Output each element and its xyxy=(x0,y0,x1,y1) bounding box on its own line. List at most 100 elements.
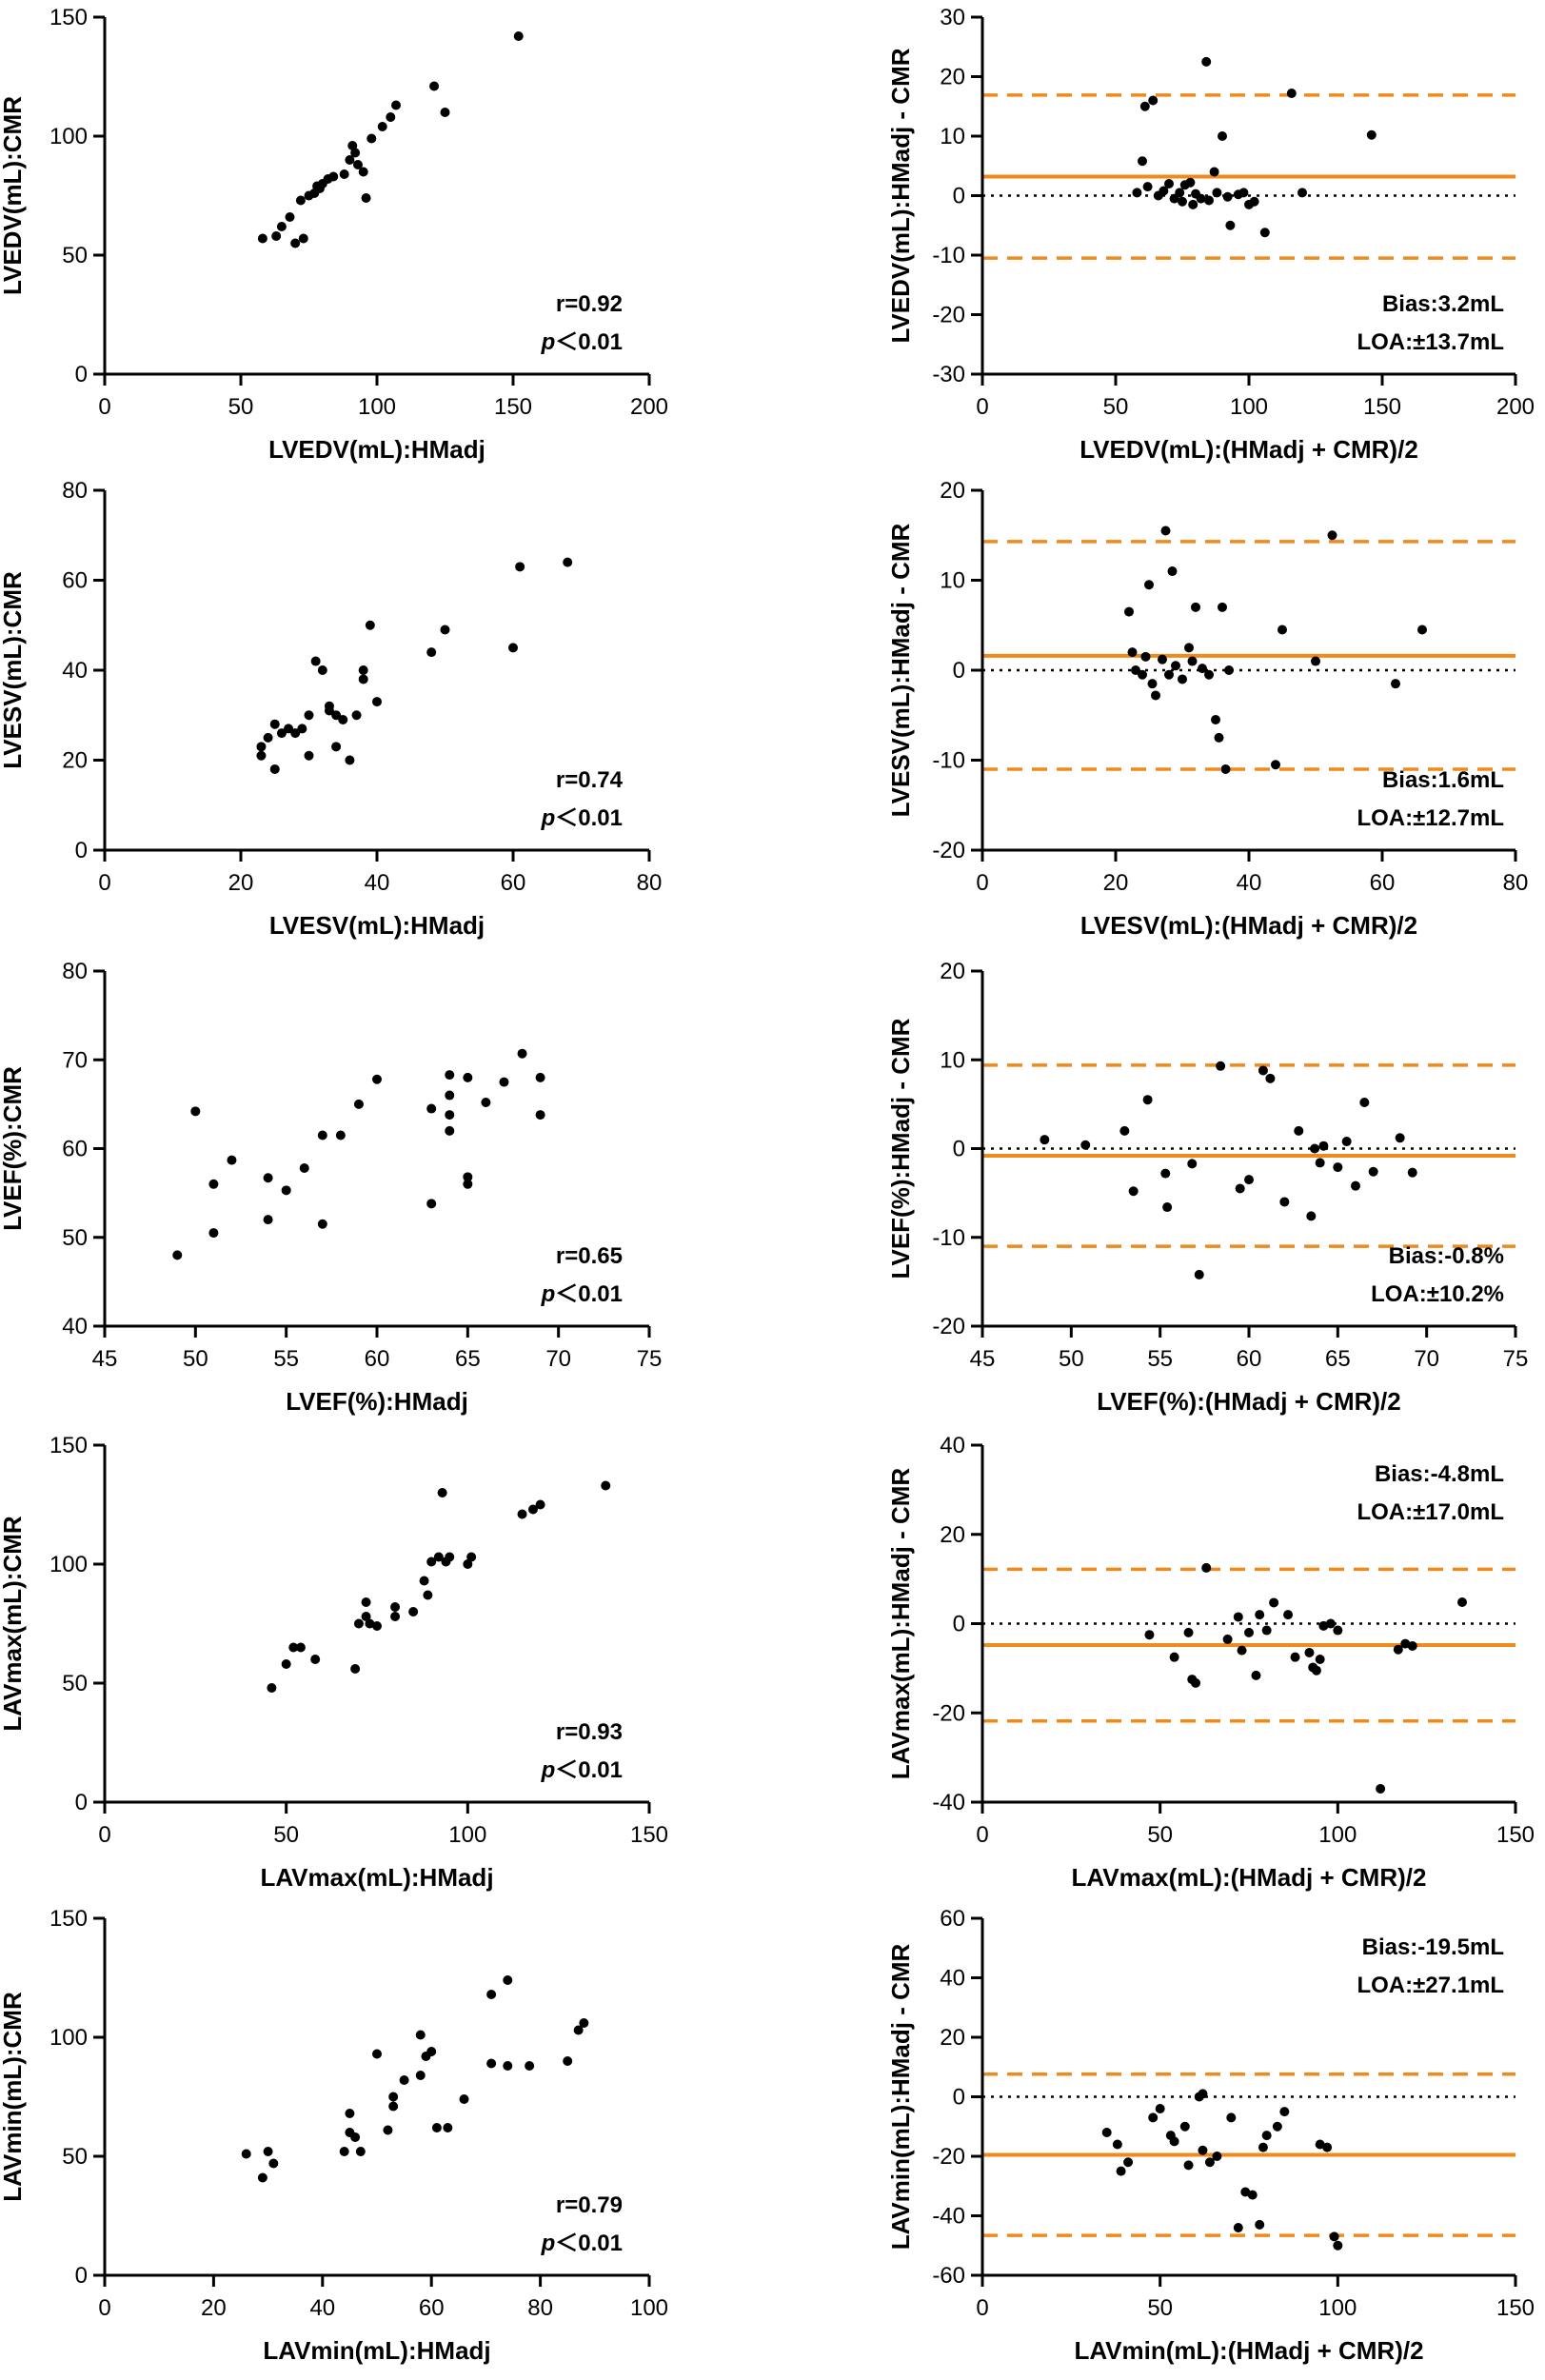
bias-label: Bias:-0.8% xyxy=(1389,1243,1504,1269)
data-point xyxy=(1233,2223,1243,2232)
y-tick-label: 50 xyxy=(62,1225,88,1251)
data-point xyxy=(579,2018,589,2028)
p-threshold: ＜0.01 xyxy=(555,805,623,831)
data-point xyxy=(1225,220,1236,230)
x-tick-label: 55 xyxy=(273,1346,299,1372)
data-point xyxy=(459,2094,469,2104)
y-tick-label: 150 xyxy=(50,1433,88,1458)
data-point xyxy=(1196,193,1206,204)
data-point xyxy=(445,1110,455,1121)
data-point xyxy=(503,2061,513,2071)
data-point xyxy=(358,674,368,684)
correlation-r-label: r=0.92 xyxy=(556,291,623,317)
data-point xyxy=(1333,1162,1343,1173)
y-tick-label: 0 xyxy=(75,838,88,863)
y-tick-label: 10 xyxy=(940,568,965,594)
data-point xyxy=(1080,1140,1091,1150)
data-point xyxy=(415,2030,426,2040)
p-value-label: p＜0.01 xyxy=(541,1281,623,1307)
data-point xyxy=(271,231,282,241)
x-tick-label: 150 xyxy=(494,394,532,420)
data-point xyxy=(304,750,314,761)
x-tick-label: 0 xyxy=(976,1822,988,1848)
y-tick-label: -20 xyxy=(932,1314,965,1339)
data-point xyxy=(1127,647,1138,658)
data-point xyxy=(1244,1627,1254,1637)
x-tick-label: 65 xyxy=(455,1346,481,1372)
data-point xyxy=(426,1103,437,1114)
data-point xyxy=(1158,654,1167,664)
y-tick-label: 50 xyxy=(62,2144,88,2170)
data-point xyxy=(1279,1197,1290,1207)
p-symbol: p xyxy=(541,329,556,355)
data-point xyxy=(1237,1645,1247,1656)
p-symbol: p xyxy=(541,805,556,831)
data-point xyxy=(1304,1647,1315,1657)
x-tick-label: 20 xyxy=(1103,870,1129,896)
y-tick-label: 20 xyxy=(940,1522,965,1548)
p-symbol: p xyxy=(541,2231,556,2256)
data-point xyxy=(517,1509,527,1519)
x-tick-label: 200 xyxy=(630,394,668,420)
x-tick-label: 150 xyxy=(1496,2295,1535,2321)
data-point xyxy=(1138,669,1147,680)
data-point xyxy=(1259,228,1270,238)
p-value-label: p＜0.01 xyxy=(541,1757,623,1783)
y-tick-label: 20 xyxy=(62,748,88,774)
x-tick-label: 65 xyxy=(1325,1346,1351,1372)
data-point xyxy=(290,238,301,248)
data-point xyxy=(1235,1183,1245,1194)
data-point xyxy=(499,1077,509,1087)
data-point xyxy=(358,167,368,177)
data-point xyxy=(351,710,362,721)
x-axis-title: LAVmin(mL):HMadj xyxy=(263,2336,490,2365)
chart-c6: 45 50 55 60 65 70 75 -20 -10 0 10 20 LVEF(%):(HMadj … xyxy=(886,959,1528,1416)
data-point xyxy=(1315,2139,1325,2150)
x-tick-label: 60 xyxy=(501,870,526,896)
data-point xyxy=(310,1655,321,1664)
x-tick-label: 40 xyxy=(365,870,390,896)
data-point xyxy=(299,1163,309,1174)
y-tick-label: 20 xyxy=(940,65,965,90)
x-axis-title: LVEF(%):(HMadj + CMR)/2 xyxy=(1097,1387,1400,1416)
p-symbol: p xyxy=(541,1757,556,1783)
data-point xyxy=(525,2061,535,2071)
y-tick-label: 0 xyxy=(953,658,965,684)
x-tick-label: 0 xyxy=(976,2295,988,2321)
data-point xyxy=(1148,2112,1159,2123)
data-point xyxy=(1272,2121,1282,2132)
x-tick-label: 150 xyxy=(630,1822,668,1848)
data-point xyxy=(431,2123,442,2132)
data-point xyxy=(345,755,355,765)
data-point xyxy=(1366,129,1377,140)
data-point xyxy=(1218,602,1227,612)
data-point xyxy=(295,195,306,206)
y-tick-label: 100 xyxy=(50,2025,88,2051)
y-tick-label: 60 xyxy=(62,568,88,594)
y-tick-label: 150 xyxy=(50,5,88,30)
data-point xyxy=(335,1130,346,1140)
data-point xyxy=(426,647,437,658)
x-axis-title: LVEDV(mL):(HMadj + CMR)/2 xyxy=(1080,435,1418,464)
data-point xyxy=(347,141,358,150)
data-point xyxy=(440,108,450,117)
data-point xyxy=(1315,1655,1325,1664)
y-tick-label: 50 xyxy=(62,243,88,268)
data-point xyxy=(535,1072,545,1082)
x-tick-label: 80 xyxy=(1503,870,1529,896)
data-point xyxy=(263,2147,273,2156)
data-point xyxy=(1290,1652,1300,1662)
y-axis-title: LVEDV(mL):CMR xyxy=(0,96,27,295)
data-point xyxy=(426,1199,437,1209)
p-value-label: p＜0.01 xyxy=(541,329,623,355)
chart-c5: 45 50 55 60 65 70 75 40 50 60 70 80 LVEF(%):HMadj LVE… xyxy=(0,959,662,1416)
y-tick-label: -20 xyxy=(932,2144,965,2170)
data-point xyxy=(1271,760,1280,770)
data-point xyxy=(317,1130,327,1140)
data-point xyxy=(445,1125,455,1136)
data-point xyxy=(358,665,368,675)
data-point xyxy=(276,222,287,231)
data-point xyxy=(1294,1125,1304,1136)
data-point xyxy=(263,732,273,743)
x-tick-label: 50 xyxy=(228,394,254,420)
